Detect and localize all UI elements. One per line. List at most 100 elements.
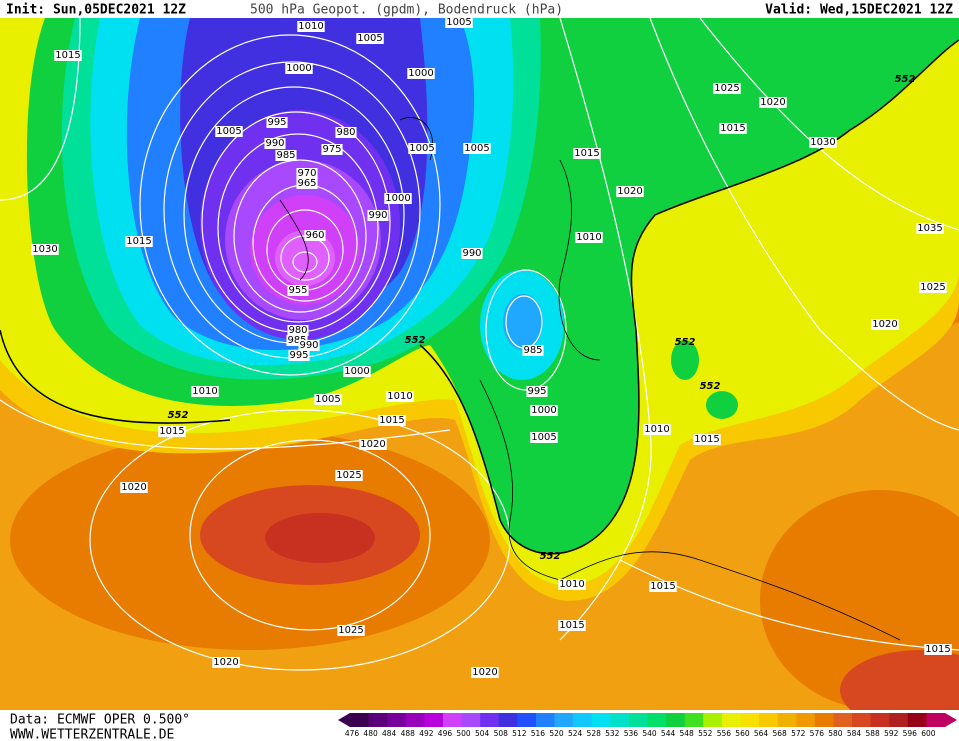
isobar-label: 1010: [387, 391, 412, 402]
isobar-label: 1005: [216, 126, 241, 137]
scale-cell: [554, 713, 574, 727]
isobar-label: 1005: [446, 17, 471, 28]
isobar-label: 1000: [408, 68, 433, 79]
label-box: [285, 63, 313, 74]
isobar-label: 960: [305, 230, 324, 241]
scale-label: 576: [810, 729, 825, 738]
isobar-label: 1015: [55, 50, 80, 61]
label-box: [919, 282, 947, 293]
scale-cell: [833, 713, 853, 727]
scale-label: 512: [512, 729, 527, 738]
isobar-label: 1020: [872, 319, 897, 330]
label-box: [649, 581, 677, 592]
label-box: [337, 625, 365, 636]
scale-label: 560: [735, 729, 750, 738]
label-box: [266, 117, 288, 128]
isobar-label: 1015: [720, 123, 745, 134]
isobar-label: 1025: [714, 83, 739, 94]
scale-cell: [889, 713, 909, 727]
label-box: [215, 126, 243, 137]
isobar-label: 990: [462, 248, 481, 259]
scale-cell: [628, 713, 648, 727]
label-box: [445, 17, 473, 28]
label-box: [54, 50, 82, 61]
scale-label: 496: [438, 729, 453, 738]
label-box: [530, 432, 558, 443]
label-box: [693, 434, 721, 445]
label-box: [719, 123, 747, 134]
label-box: [335, 127, 357, 138]
scale-cell: [424, 713, 444, 727]
scale-label: 504: [475, 729, 490, 738]
isobar-label: 1010: [298, 21, 323, 32]
scale-cell: [535, 713, 556, 727]
label-box: [359, 439, 387, 450]
isobar-label: 1000: [286, 63, 311, 74]
scale-label: 540: [642, 729, 657, 738]
map-field: [0, 18, 959, 710]
label-box: [463, 143, 491, 154]
scale-cell: [442, 713, 463, 727]
isobar-label: 1005: [315, 394, 340, 405]
isobar-label: 1020: [213, 657, 238, 668]
scale-label: 480: [363, 729, 378, 738]
label-box: [321, 144, 343, 155]
scale-arrow-right: [945, 713, 957, 727]
init-time: Init: Sun,05DEC2021 12Z: [6, 3, 186, 18]
label-box: [125, 236, 153, 247]
label-box: [407, 68, 435, 79]
label-box: [471, 667, 499, 678]
isobar-label: 995: [527, 386, 546, 397]
isobar-label: 1005: [409, 143, 434, 154]
scale-cell: [573, 713, 593, 727]
label-box: [522, 345, 544, 356]
scale-cell: [926, 713, 946, 727]
scale-cell: [666, 713, 686, 727]
scale-label: 596: [903, 729, 918, 738]
scale-label: 580: [828, 729, 843, 738]
isobar-label: 1030: [810, 137, 835, 148]
isobar-label: 1010: [644, 424, 669, 435]
label-box: [367, 210, 389, 221]
scale-label: 528: [587, 729, 602, 738]
isobar-label: 1015: [694, 434, 719, 445]
label-box: [526, 386, 548, 397]
isobar-label: 980: [288, 325, 307, 336]
isobar-label: 990: [265, 138, 284, 149]
scale-cell: [350, 713, 370, 727]
geopotential-label: 552: [895, 74, 916, 85]
isobar-label: 1005: [531, 432, 556, 443]
scale-label: 544: [661, 729, 676, 738]
label-box: [378, 415, 406, 426]
label-box: [264, 138, 286, 149]
label-box: [573, 148, 601, 159]
scale-cell: [852, 713, 872, 727]
scale-label: 488: [401, 729, 416, 738]
isobar-label: 1000: [385, 193, 410, 204]
isobar-label: 965: [297, 178, 316, 189]
isobar-label: 1010: [192, 386, 217, 397]
label-box: [343, 366, 371, 377]
scale-cell: [517, 713, 537, 727]
label-box: [335, 470, 363, 481]
isobar-label: 1025: [336, 470, 361, 481]
scale-label: 572: [791, 729, 806, 738]
label-box: [384, 193, 412, 204]
label-box: [575, 232, 603, 243]
isobar-label: 1035: [917, 223, 942, 234]
label-box: [287, 325, 309, 336]
label-box: [297, 21, 325, 32]
scale-label: 584: [847, 729, 862, 738]
label-box: [314, 394, 342, 405]
label-box: [924, 644, 952, 655]
isobar-label: 995: [289, 350, 308, 361]
scale-cell: [814, 713, 834, 727]
geopotential-label: 552: [700, 381, 721, 392]
scale-label: 476: [345, 729, 360, 738]
isobar-label: 985: [523, 345, 542, 356]
coastlines: [279, 117, 901, 641]
isobar-label: 1015: [559, 620, 584, 631]
isobar-label: 1020: [121, 482, 146, 493]
scale-label: 492: [419, 729, 434, 738]
isobar-label: 1010: [576, 232, 601, 243]
